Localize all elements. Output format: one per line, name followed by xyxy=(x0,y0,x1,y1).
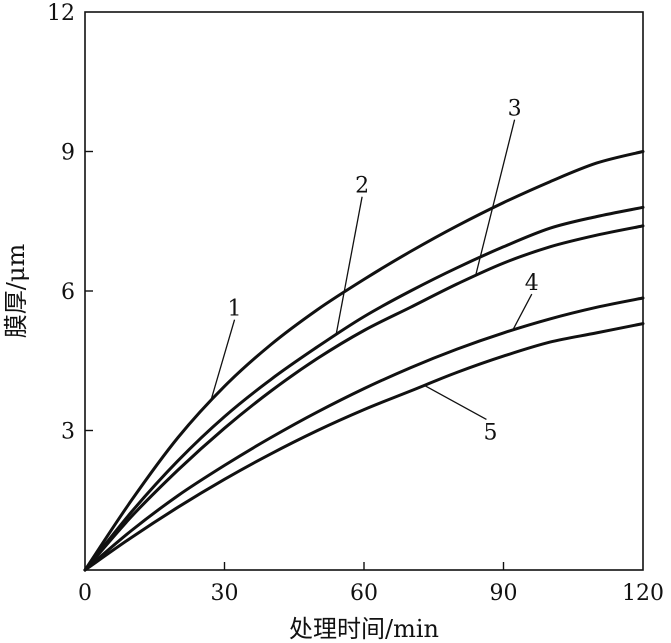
curve-labels: 1 2 3 4 5 xyxy=(228,97,539,446)
y-axis-title: 膜厚/μm xyxy=(2,244,30,339)
leader-line-5 xyxy=(424,384,487,420)
leader-line-3 xyxy=(474,119,516,276)
series-line-3 xyxy=(83,224,645,572)
series-line-4 xyxy=(83,296,645,572)
leader-line-2 xyxy=(335,196,363,335)
series-lines xyxy=(83,150,645,572)
x-tick-label: 120 xyxy=(622,581,664,606)
plot-frame xyxy=(84,11,644,571)
curve-label-3: 3 xyxy=(508,97,522,122)
series-line-2 xyxy=(83,205,645,572)
curve-label-2: 2 xyxy=(355,174,369,199)
leader-line-1 xyxy=(209,319,236,402)
x-tick-label: 0 xyxy=(78,581,92,606)
series-line-1 xyxy=(83,150,645,572)
x-tick-label: 30 xyxy=(211,581,239,606)
leader-line-4 xyxy=(512,293,533,331)
y-tick-label: 6 xyxy=(61,280,75,305)
curve-label-5: 5 xyxy=(483,420,497,445)
x-axis-title: 处理时间/min xyxy=(289,615,439,643)
curve-label-1: 1 xyxy=(228,297,242,322)
label-leader-lines xyxy=(209,119,533,420)
curve-label-4: 4 xyxy=(525,271,539,296)
y-tick-label: 12 xyxy=(47,1,75,26)
series-line-5 xyxy=(83,322,645,572)
y-tick-label: 3 xyxy=(61,420,75,445)
x-tick-label: 90 xyxy=(490,581,518,606)
y-tick-label: 9 xyxy=(61,141,75,166)
x-tick-label: 60 xyxy=(350,581,378,606)
